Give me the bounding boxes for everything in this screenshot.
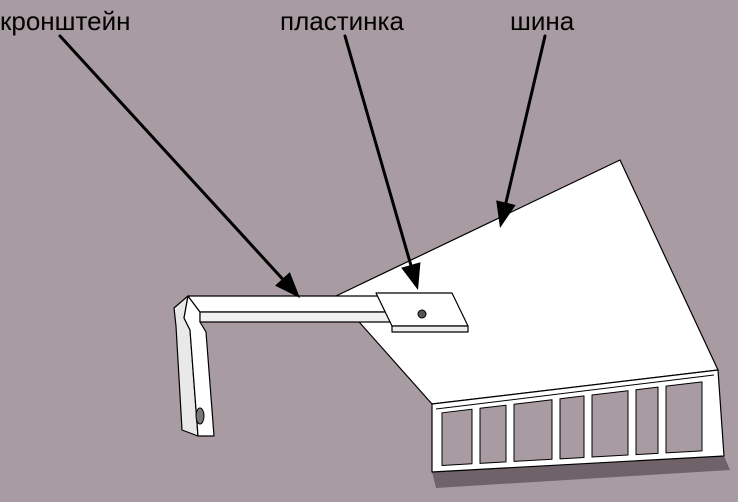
label-plate: пластинка (280, 6, 404, 37)
diagram-svg (0, 0, 738, 502)
label-bracket: кронштейн (0, 6, 130, 37)
label-rail: шина (510, 6, 574, 37)
diagram-stage: кронштейн пластинка шина (0, 0, 738, 502)
